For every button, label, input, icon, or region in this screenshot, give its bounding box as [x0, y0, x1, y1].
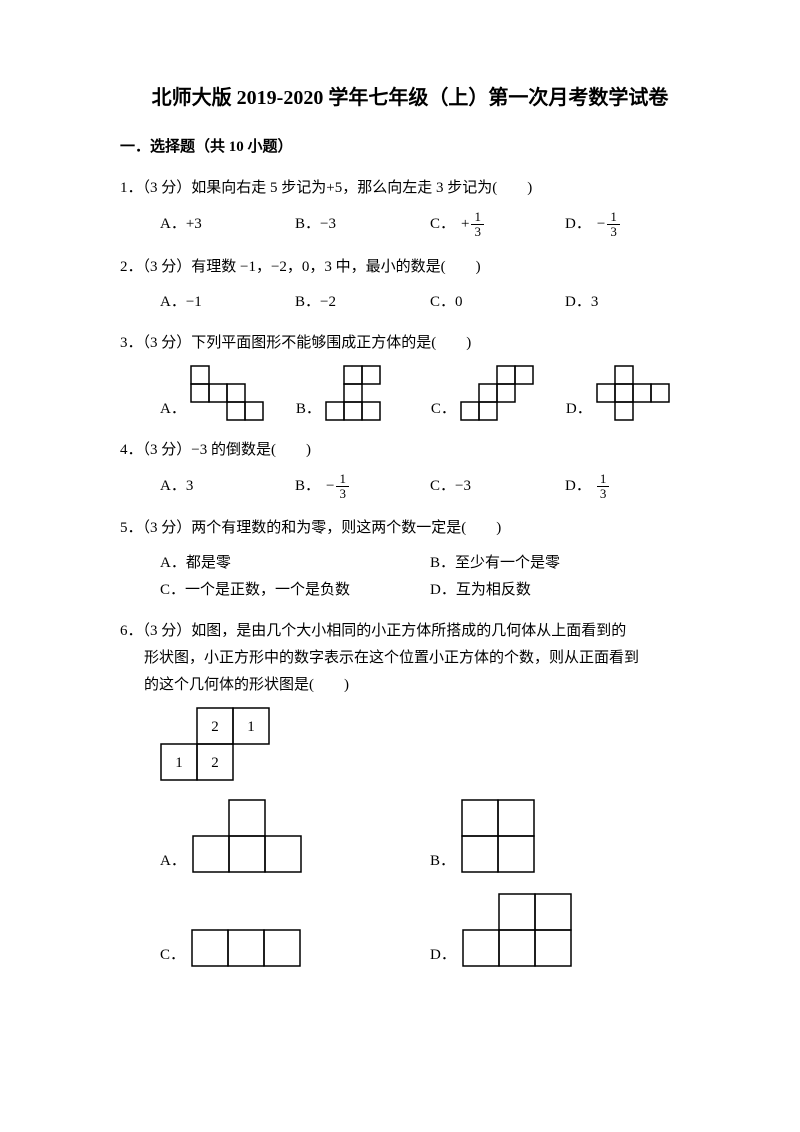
top-view-icon: 2 1 1 2 — [160, 707, 280, 787]
net-c-icon — [460, 365, 536, 423]
q3-opt-c: C． — [431, 365, 536, 423]
q6-opt-c: C． — [160, 893, 430, 969]
q6-opt-b: B． — [430, 799, 700, 875]
q6-top-view: 2 1 1 2 — [160, 707, 700, 787]
q5-opt-c: C．一个是正数，一个是负数 — [160, 577, 430, 604]
net-a-icon — [190, 365, 266, 423]
q4-opt-a: A．3 — [160, 472, 295, 502]
question-1: 1．（3 分）如果向右走 5 步记为+5，那么向左走 3 步记为( ) A．+3… — [120, 175, 700, 240]
front-c-icon — [191, 929, 305, 969]
question-5: 5．（3 分）两个有理数的和为零，则这两个数一定是( ) A．都是零 B．至少有… — [120, 515, 700, 604]
front-d-icon — [462, 893, 576, 969]
q1-opt-b: B．−3 — [295, 210, 430, 240]
q3-opt-b: B． — [296, 365, 401, 423]
q5-text: 5．（3 分）两个有理数的和为零，则这两个数一定是( ) — [120, 515, 700, 542]
q5-opt-d: D．互为相反数 — [430, 577, 700, 604]
section-header: 一．选择题（共 10 小题） — [120, 134, 700, 161]
q1-opt-c: C． + 13 — [430, 210, 565, 240]
question-6: 6．（3 分）如图，是由几个大小相同的小正方体所搭成的几何体从上面看到的 形状图… — [120, 618, 700, 987]
svg-text:2: 2 — [211, 719, 219, 735]
q6-text: 6．（3 分）如图，是由几个大小相同的小正方体所搭成的几何体从上面看到的 形状图… — [120, 618, 700, 699]
svg-text:1: 1 — [175, 755, 183, 771]
q3-opt-d: D． — [566, 365, 672, 423]
q2-opt-d: D．3 — [565, 289, 700, 316]
net-b-icon — [325, 365, 401, 423]
front-a-icon — [192, 799, 306, 875]
q4-text: 4．（3 分）−3 的倒数是( ) — [120, 437, 700, 464]
q2-text: 2．（3 分）有理数 −1，−2，0，3 中，最小的数是( ) — [120, 254, 700, 281]
front-b-icon — [461, 799, 539, 875]
q5-opt-a: A．都是零 — [160, 550, 430, 577]
q1-text: 1．（3 分）如果向右走 5 步记为+5，那么向左走 3 步记为( ) — [120, 175, 700, 202]
q5-opt-b: B．至少有一个是零 — [430, 550, 700, 577]
question-4: 4．（3 分）−3 的倒数是( ) A．3 B． − 13 C．−3 D． 13 — [120, 437, 700, 502]
question-2: 2．（3 分）有理数 −1，−2，0，3 中，最小的数是( ) A．−1 B．−… — [120, 254, 700, 316]
q4-opt-b: B． − 13 — [295, 472, 430, 502]
q1-opt-d: D． − 13 — [565, 210, 700, 240]
net-d-icon — [596, 365, 672, 423]
q2-opt-c: C．0 — [430, 289, 565, 316]
q2-opt-a: A．−1 — [160, 289, 295, 316]
q2-opt-b: B．−2 — [295, 289, 430, 316]
question-3: 3．（3 分）下列平面图形不能够围成正方体的是( ) A． B． — [120, 330, 700, 423]
page-title: 北师大版 2019-2020 学年七年级（上）第一次月考数学试卷 — [120, 80, 700, 116]
q4-opt-d: D． 13 — [565, 472, 700, 502]
svg-text:1: 1 — [247, 719, 255, 735]
q3-text: 3．（3 分）下列平面图形不能够围成正方体的是( ) — [120, 330, 700, 357]
q1-opt-a: A．+3 — [160, 210, 295, 240]
q6-opt-a: A． — [160, 799, 430, 875]
q6-opt-d: D． — [430, 893, 700, 969]
svg-text:2: 2 — [211, 755, 219, 771]
q4-opt-c: C．−3 — [430, 472, 565, 502]
q3-opt-a: A． — [160, 365, 266, 423]
